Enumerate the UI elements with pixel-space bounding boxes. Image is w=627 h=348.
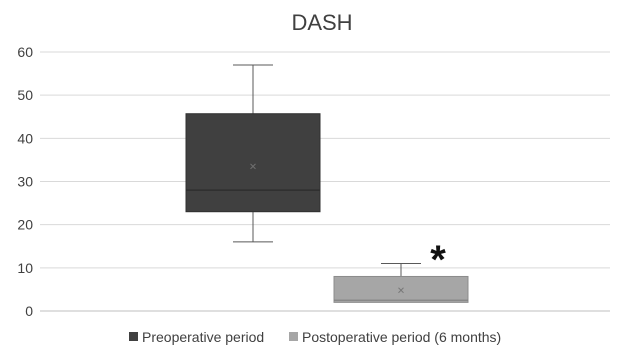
iqr-box <box>333 275 469 303</box>
legend-swatch-postoperative <box>289 332 298 341</box>
y-tick-label: 30 <box>17 174 33 190</box>
y-tick-label: 40 <box>17 130 33 146</box>
gridlines <box>40 51 610 312</box>
significance-asterisk: * <box>430 238 446 282</box>
y-tick-label: 50 <box>17 87 33 103</box>
y-tick-label: 0 <box>25 303 33 319</box>
chart-title: DASH <box>291 10 352 35</box>
legend-label-postoperative: Postoperative period (6 months) <box>302 329 501 345</box>
legend-swatch-preoperative <box>129 332 138 341</box>
legend-label-preoperative: Preoperative period <box>142 329 264 345</box>
y-tick-label: 10 <box>17 260 33 276</box>
box-plot-postoperative <box>333 263 469 303</box>
y-axis: 0 10 20 30 40 50 60 <box>17 44 33 319</box>
legend: Preoperative period Postoperative period… <box>129 329 501 345</box>
box-plots <box>185 64 469 303</box>
box-plot-preoperative <box>185 64 321 243</box>
mean-marker <box>250 163 256 170</box>
y-tick-label: 60 <box>17 44 33 60</box>
iqr-box <box>185 113 321 213</box>
mean-marker <box>398 287 404 294</box>
y-tick-label: 20 <box>17 217 33 233</box>
